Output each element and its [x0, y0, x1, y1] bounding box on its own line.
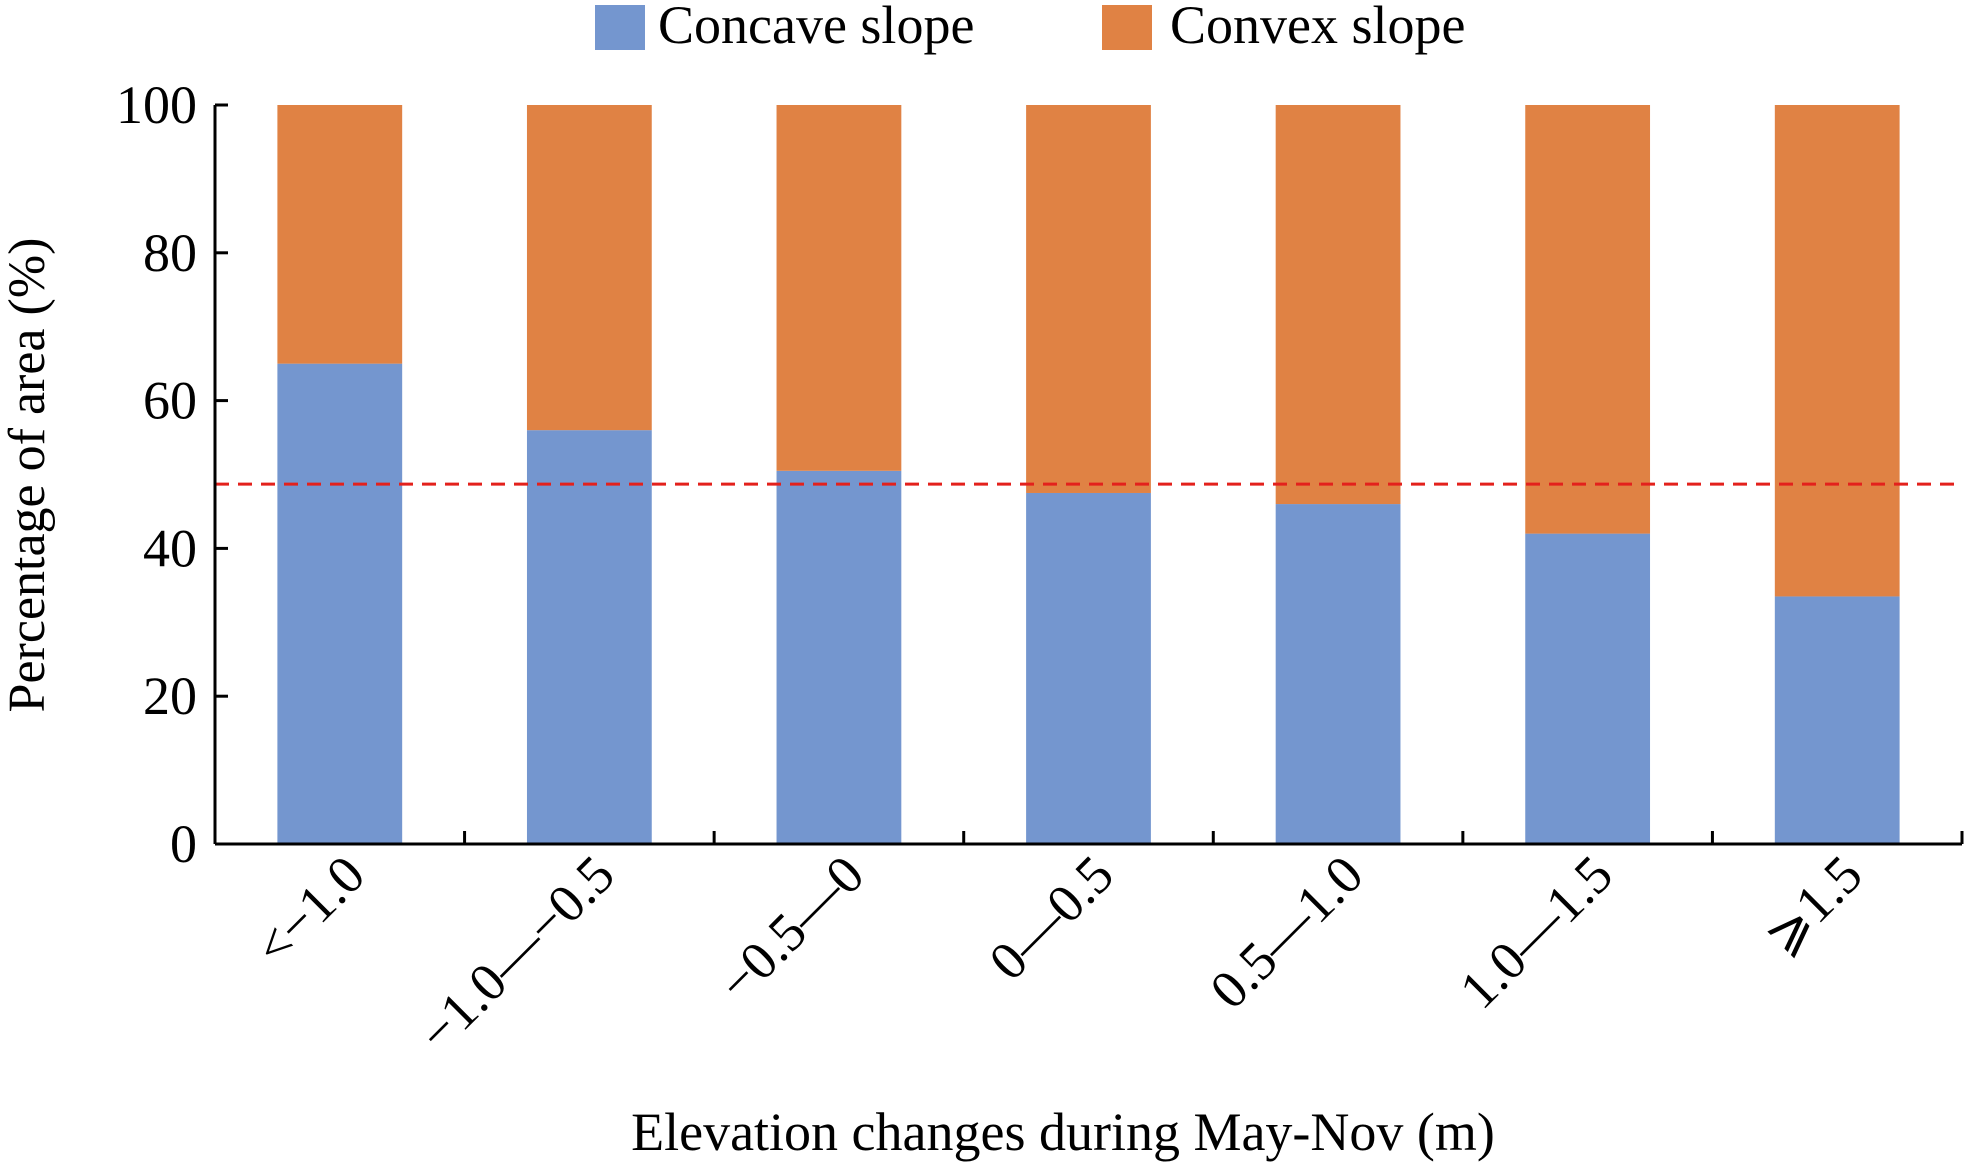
x-tick-label: ⩾1.5 [1752, 844, 1874, 966]
legend-label-concave: Concave slope [658, 0, 974, 55]
x-tick-label: 0.5—1.0 [1198, 844, 1374, 1020]
x-tick-label: <−1.0 [243, 844, 376, 977]
bar-concave-0 [277, 363, 403, 844]
bar-concave-3 [1026, 492, 1151, 844]
bar-convex-3 [1026, 105, 1151, 493]
y-tick-label: 60 [143, 371, 197, 431]
bar-convex-0 [277, 105, 403, 364]
bar-concave-5 [1525, 533, 1651, 844]
legend-label-convex: Convex slope [1170, 0, 1465, 55]
bar-convex-1 [526, 105, 652, 431]
x-tick-label: −1.0—−0.5 [407, 844, 626, 1063]
axes-group [213, 105, 1962, 846]
bar-concave-4 [1275, 504, 1401, 844]
bar-concave-1 [526, 430, 652, 844]
x-ticks-group: <−1.0 −1.0—−0.5 −0.5—0 0—0.5 0.5—1.0 1.0—1.5 ⩾… [243, 831, 1964, 1063]
y-axis-title: Percentage of area (%) [0, 238, 56, 713]
x-tick-label: 1.0—1.5 [1448, 844, 1624, 1020]
legend-swatch-convex [1102, 5, 1152, 50]
y-tick-label: 40 [143, 518, 197, 578]
bar-convex-4 [1275, 105, 1401, 505]
bar-convex-6 [1774, 105, 1900, 597]
bar-concave-6 [1774, 596, 1900, 844]
x-tick-label: −0.5—0 [706, 844, 875, 1013]
bar-convex-2 [776, 105, 902, 471]
legend: Concave slope Convex slope [595, 0, 1465, 55]
x-tick-label: 0—0.5 [978, 844, 1125, 991]
x-axis-title: Elevation changes during May-Nov (m) [631, 1102, 1495, 1162]
legend-swatch-concave [595, 5, 645, 50]
bar-convex-5 [1525, 105, 1651, 534]
bars-group [277, 105, 1900, 844]
y-ticks-group: 0 20 40 60 80 100 [116, 75, 228, 874]
y-tick-label: 80 [143, 223, 197, 283]
y-tick-label: 100 [116, 75, 197, 135]
bar-concave-2 [776, 470, 902, 844]
y-tick-label: 0 [170, 814, 197, 874]
y-tick-label: 20 [143, 666, 197, 726]
